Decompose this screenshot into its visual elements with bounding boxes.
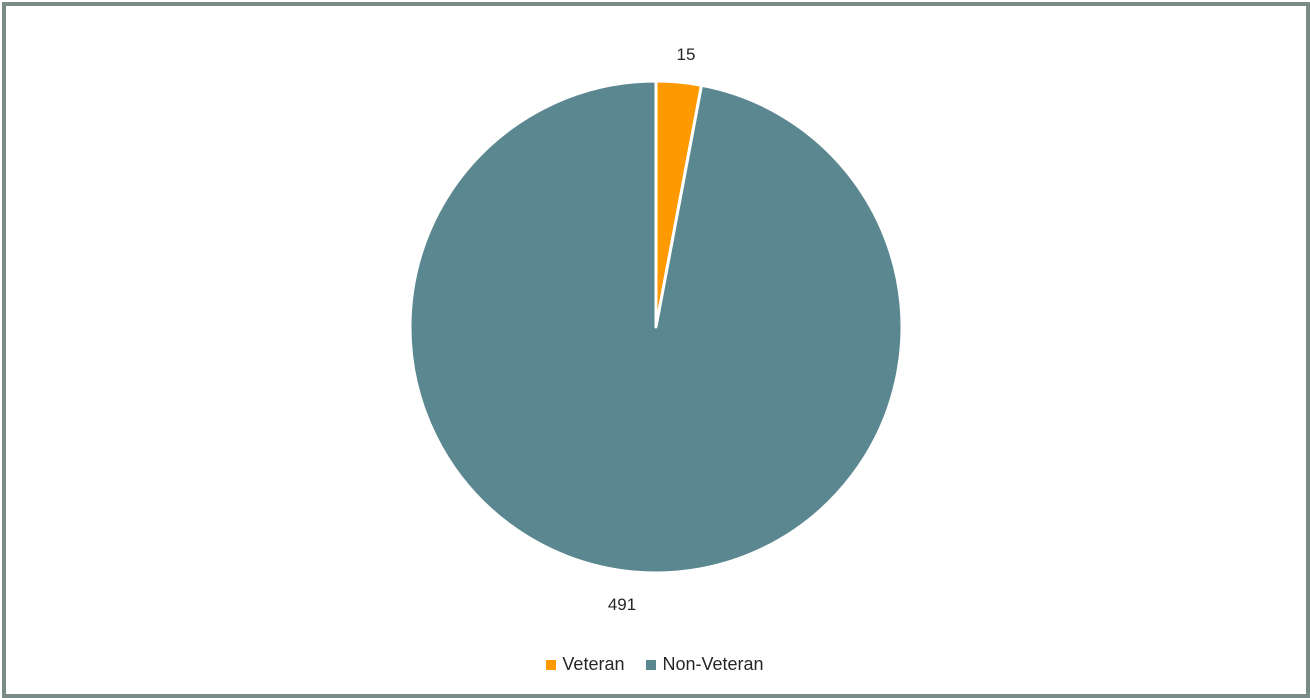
legend-item-veteran: Veteran xyxy=(546,654,624,675)
legend-label-veteran: Veteran xyxy=(562,654,625,674)
data-label-veteran: 15 xyxy=(677,45,696,64)
legend-label-non-veteran: Non-Veteran xyxy=(662,654,764,674)
data-label-non-veteran: 491 xyxy=(608,595,636,614)
legend: Veteran Non-Veteran xyxy=(0,654,1310,675)
legend-swatch-veteran xyxy=(546,659,557,670)
legend-item-non-veteran: Non-Veteran xyxy=(646,654,764,675)
legend-swatch-non-veteran xyxy=(646,659,657,670)
pie-slice-non-veteran xyxy=(408,79,904,575)
